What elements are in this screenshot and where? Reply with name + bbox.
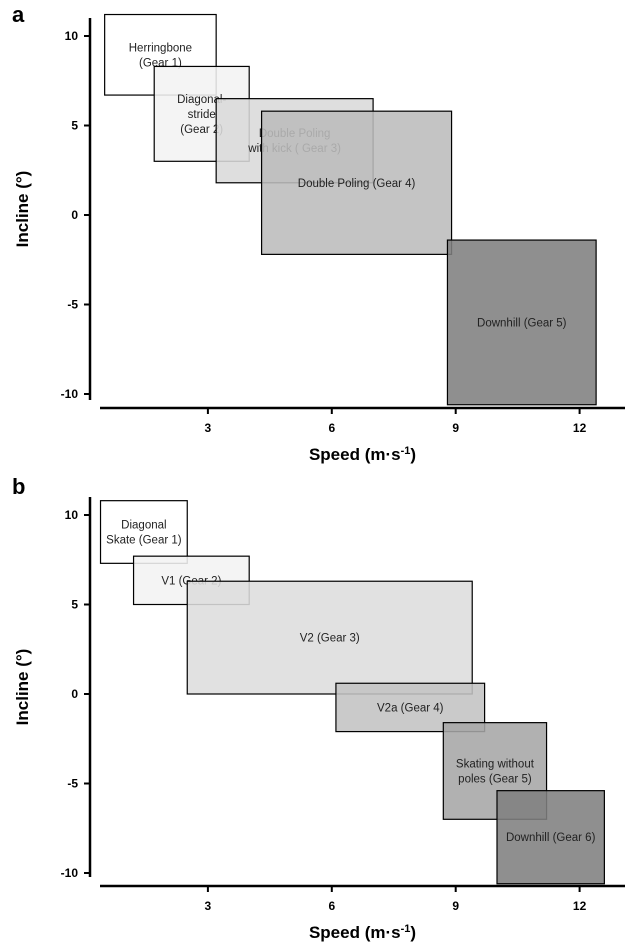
x-axis-title: Speed (m·s-1) bbox=[309, 923, 416, 942]
x-tick-label: 9 bbox=[452, 421, 459, 435]
x-axis-title-sup: -1 bbox=[401, 923, 411, 935]
x-tick-label: 6 bbox=[328, 899, 335, 913]
gear-region-label-line: Skating without bbox=[456, 758, 535, 770]
x-tick-label: 6 bbox=[328, 421, 335, 435]
gear-region-label-line: V2a (Gear 4) bbox=[377, 702, 444, 714]
y-tick-label: -5 bbox=[67, 298, 78, 312]
gear-region-rect bbox=[496, 790, 605, 885]
x-tick-label: 3 bbox=[205, 421, 212, 435]
gear-region-rect bbox=[99, 500, 188, 564]
gear-region-label-line: Downhill (Gear 6) bbox=[506, 832, 596, 844]
y-tick-label: 0 bbox=[71, 687, 78, 701]
gear-region: Diagonal Skate (Gear 1) bbox=[99, 500, 188, 564]
gear-region-label-line: Downhill (Gear 5) bbox=[477, 317, 567, 329]
y-tick-label: 10 bbox=[65, 29, 79, 43]
x-axis-title-text: Speed (m·s bbox=[309, 445, 401, 464]
gear-region-label-line: Diagonal- bbox=[177, 94, 226, 106]
gear-region-label-line: V2 (Gear 3) bbox=[300, 633, 360, 645]
gear-region-label: Double Poling (Gear 4) bbox=[298, 178, 416, 190]
y-axis-title: Incline (°) bbox=[13, 649, 32, 726]
gear-region-label: Downhill (Gear 5) bbox=[477, 317, 567, 329]
y-tick-label: -10 bbox=[61, 866, 79, 880]
y-tick-label: 5 bbox=[71, 598, 78, 612]
gear-region-label-line: Herringbone bbox=[129, 42, 192, 54]
x-axis-title-text: Speed (m·s bbox=[309, 923, 401, 942]
gear-region-label: V2a (Gear 4) bbox=[377, 702, 444, 714]
x-axis-title-close: ) bbox=[410, 923, 416, 942]
y-tick-label: 5 bbox=[71, 119, 78, 133]
gear-region-label: V2 (Gear 3) bbox=[300, 633, 360, 645]
x-tick-label: 9 bbox=[452, 899, 459, 913]
gear-region: Downhill (Gear 6) bbox=[496, 790, 605, 885]
gear-region-label: Skating without poles (Gear 5) bbox=[456, 758, 535, 785]
gear-region-label-line: (Gear 2) bbox=[180, 124, 223, 136]
x-axis-title: Speed (m·s-1) bbox=[309, 445, 416, 464]
y-axis-title: Incline (°) bbox=[13, 171, 32, 248]
x-axis-title-close: ) bbox=[410, 445, 416, 464]
y-tick-label: 10 bbox=[65, 508, 79, 522]
gear-region-label-line: poles (Gear 5) bbox=[458, 773, 532, 785]
gear-region-label: Downhill (Gear 6) bbox=[506, 832, 596, 844]
chart-panel-b: b 10 5 0 -5 -10 3 6 9 12 Diagonal Skate (Gear 1) V1… bbox=[0, 472, 627, 945]
x-tick-label: 12 bbox=[573, 899, 587, 913]
gear-region-rect bbox=[186, 580, 473, 695]
chart-panel-a: a 10 5 0 -5 -10 3 6 9 12 Herringbone (Gear 1) Diago… bbox=[0, 0, 627, 472]
gear-region: V2 (Gear 3) bbox=[186, 580, 473, 695]
y-tick-label: 0 bbox=[71, 208, 78, 222]
gear-region-label-line: stride bbox=[188, 109, 216, 121]
y-tick-label: -5 bbox=[67, 777, 78, 791]
gear-region-label-line: Double Poling (Gear 4) bbox=[298, 178, 416, 190]
gear-region: Double Poling (Gear 4) bbox=[260, 110, 453, 255]
gear-region-rect bbox=[260, 110, 453, 255]
x-axis-title-sup: -1 bbox=[401, 445, 411, 457]
x-tick-label: 3 bbox=[205, 899, 212, 913]
y-tick-label: -10 bbox=[61, 387, 79, 401]
panel-label-a: a bbox=[12, 2, 25, 27]
gear-region: Downhill (Gear 5) bbox=[446, 239, 597, 406]
gear-region-label-line: Skate (Gear 1) bbox=[106, 535, 182, 547]
x-tick-label: 12 bbox=[573, 421, 587, 435]
panel-label-b: b bbox=[12, 474, 26, 499]
gear-region-label-line: Diagonal bbox=[121, 520, 166, 532]
gear-region-label: Diagonal Skate (Gear 1) bbox=[106, 520, 182, 547]
gear-region-rect bbox=[446, 239, 597, 406]
gear-region-label: Diagonal-stride (Gear 2) bbox=[177, 94, 226, 136]
